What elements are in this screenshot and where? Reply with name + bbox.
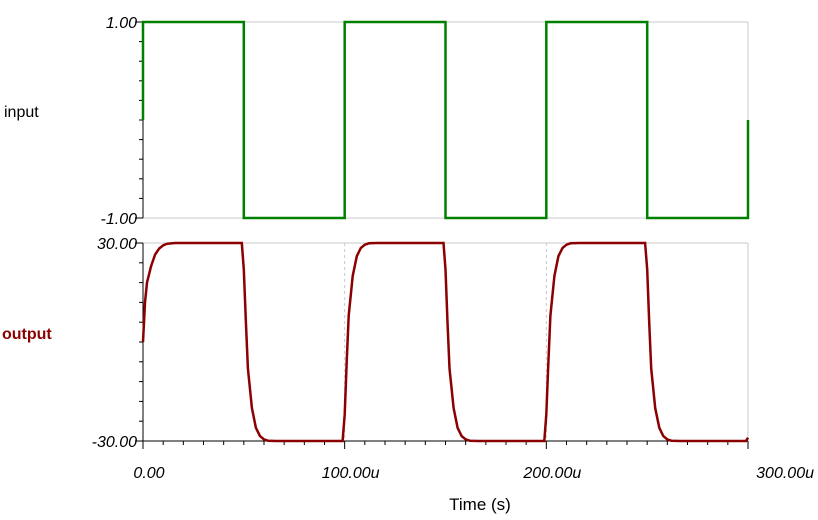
output-y-minor-ticks <box>139 262 143 422</box>
output-label: output <box>2 326 52 343</box>
x-tick-label: 100.00u <box>322 465 380 482</box>
input-panel: 1.00 -1.00 input <box>4 15 750 228</box>
x-tick-label: 200.00u <box>522 465 581 482</box>
x-tick-label: 300.00u <box>756 465 814 482</box>
x-tick-labels: 0.00 100.00u 200.00u 300.00u <box>133 465 814 482</box>
input-y-tick-label: -1.00 <box>101 211 138 228</box>
input-label: input <box>4 104 39 121</box>
output-trace <box>141 241 750 443</box>
output-panel: 30.00 -30.00 0.00 100.00u 200.00u 300.00u ou… <box>2 236 814 514</box>
output-y-tick-labels: 30.00 -30.00 <box>92 236 143 451</box>
x-minor-ticks <box>142 441 749 449</box>
x-tick-label: 0.00 <box>133 465 164 482</box>
output-y-tick-label: 30.00 <box>97 236 137 253</box>
input-trace <box>141 20 750 220</box>
output-y-tick-label: -30.00 <box>92 434 137 451</box>
input-y-tick-labels: 1.00 -1.00 <box>101 15 143 228</box>
input-y-tick-label: 1.00 <box>106 15 137 32</box>
x-axis-title: Time (s) <box>449 495 511 514</box>
